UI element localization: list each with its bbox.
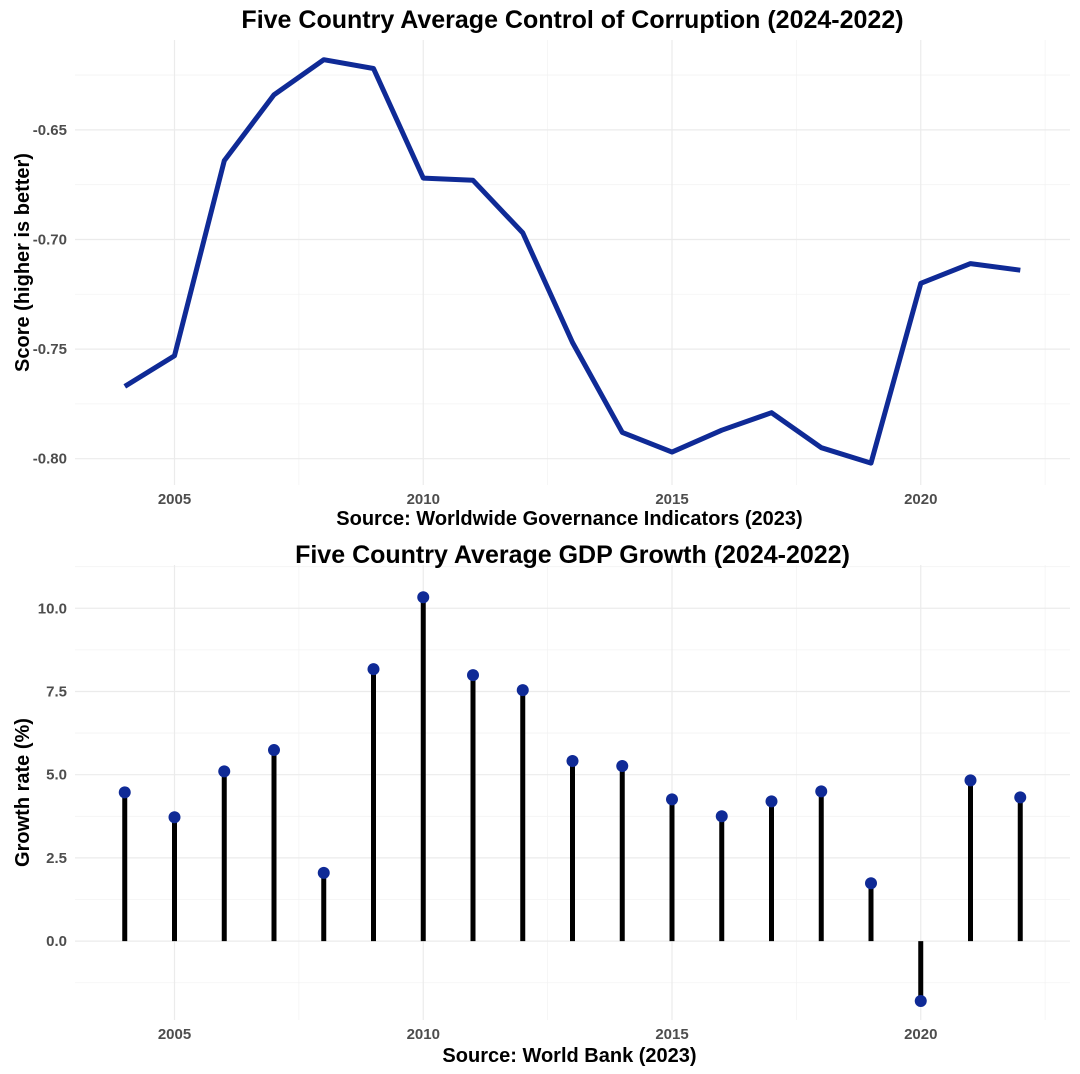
lollipop-point bbox=[516, 684, 529, 697]
y-tick-label: 5.0 bbox=[46, 767, 67, 784]
y-tick-label: 10.0 bbox=[38, 600, 67, 617]
lollipop-point bbox=[367, 663, 380, 676]
lollipop-point bbox=[765, 795, 778, 808]
lollipop-point bbox=[168, 811, 181, 824]
x-tick-label: 2015 bbox=[655, 491, 688, 508]
y-axis-label: Score (higher is better) bbox=[12, 153, 34, 372]
lollipop-point bbox=[268, 744, 280, 757]
x-axis-label: Source: Worldwide Governance Indicators … bbox=[336, 508, 802, 530]
lollipop-point bbox=[815, 785, 828, 798]
y-tick-label: 7.5 bbox=[46, 683, 67, 700]
lollipop-point bbox=[218, 765, 231, 778]
y-tick-label: -0.80 bbox=[33, 451, 67, 468]
lollipop-point bbox=[914, 995, 927, 1008]
y-tick-label: -0.70 bbox=[33, 231, 67, 248]
chart-title: Five Country Average Control of Corrupti… bbox=[241, 6, 903, 34]
lollipop-point bbox=[715, 810, 728, 823]
y-tick-label: 2.5 bbox=[46, 850, 67, 867]
lollipop-point bbox=[566, 755, 579, 768]
y-tick-label: -0.75 bbox=[33, 341, 67, 358]
x-tick-label: 2015 bbox=[655, 1026, 688, 1043]
lollipop-point bbox=[616, 760, 629, 773]
y-axis-label: Growth rate (%) bbox=[12, 718, 34, 867]
lollipop-point bbox=[1014, 791, 1027, 804]
y-tick-label: -0.65 bbox=[33, 122, 67, 139]
x-axis-label: Source: World Bank (2023) bbox=[442, 1045, 696, 1067]
y-tick-label: 0.0 bbox=[46, 933, 67, 950]
x-tick-label: 2020 bbox=[904, 491, 937, 508]
x-tick-label: 2020 bbox=[904, 1026, 937, 1043]
lollipop-point bbox=[317, 866, 330, 879]
x-tick-label: 2005 bbox=[158, 1026, 191, 1043]
series-line bbox=[123, 57, 1021, 466]
lollipop-point bbox=[964, 774, 977, 787]
chart-1: -0.65 -0.70 -0.75 -0.80 2005 2010 2015 2020 Five… bbox=[12, 6, 1070, 530]
x-tick-label: 2010 bbox=[407, 1026, 440, 1043]
lollipop-point bbox=[467, 669, 479, 682]
chart-title: Five Country Average GDP Growth (2024-20… bbox=[295, 541, 850, 569]
chart-2: 0.0 2.5 5.0 7.5 10.0 2005 2010 2015 2020 Five Cou… bbox=[12, 541, 1070, 1067]
lollipop-point bbox=[666, 793, 678, 806]
lollipop-point bbox=[118, 786, 131, 799]
x-tick-label: 2005 bbox=[158, 491, 191, 508]
lollipop-point bbox=[417, 591, 430, 604]
lollipop-point bbox=[865, 877, 877, 890]
x-tick-label: 2010 bbox=[407, 491, 440, 508]
